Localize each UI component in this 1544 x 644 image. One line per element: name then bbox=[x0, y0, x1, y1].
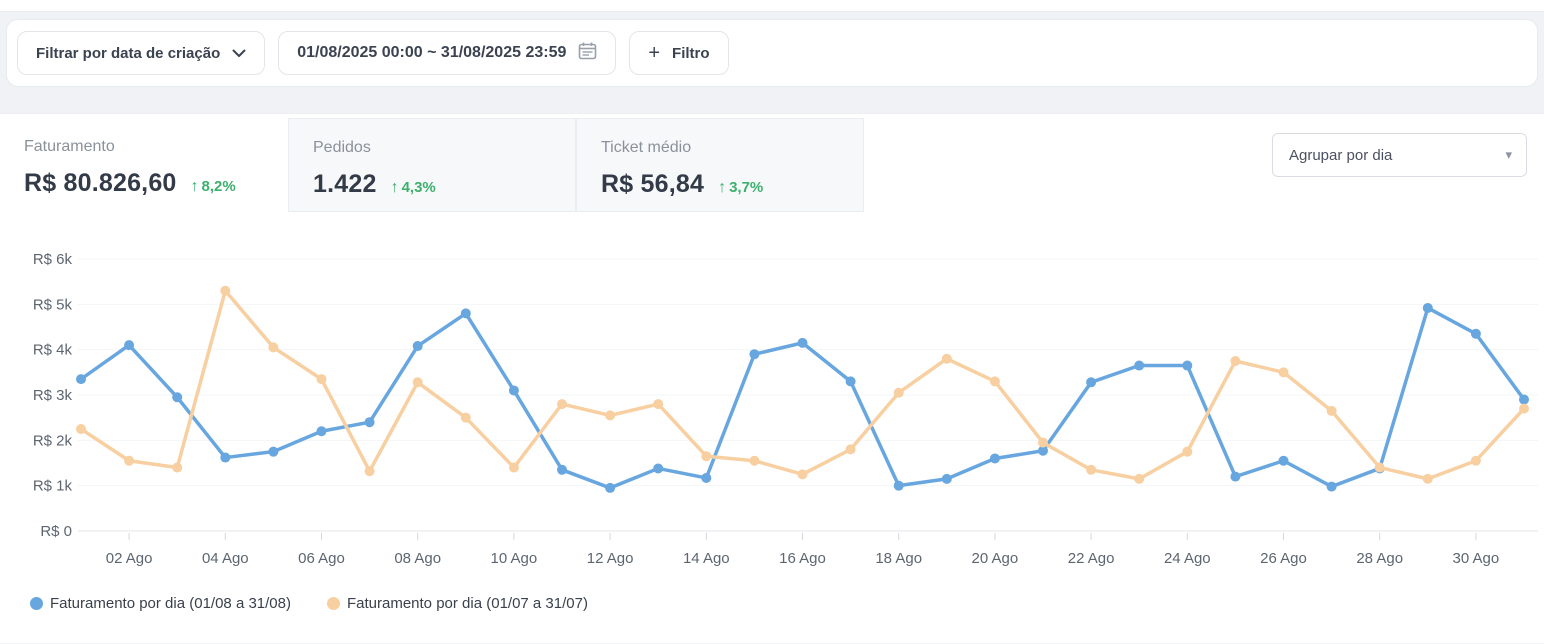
kpi-cards-row: Faturamento R$ 80.826,60 ↑ 8,2% Pedidos 1… bbox=[0, 114, 1544, 212]
svg-text:R$ 4k: R$ 4k bbox=[33, 342, 73, 359]
svg-text:30 Ago: 30 Ago bbox=[1453, 550, 1500, 567]
kpi-title: Ticket médio bbox=[601, 139, 692, 156]
legend-label: Faturamento por dia (01/08 a 31/08) bbox=[50, 595, 291, 612]
svg-text:14 Ago: 14 Ago bbox=[683, 550, 730, 567]
kpi-delta-value: 3,7% bbox=[729, 179, 764, 196]
svg-text:10 Ago: 10 Ago bbox=[491, 550, 538, 567]
caret-down-icon: ▾ bbox=[1505, 147, 1512, 162]
svg-text:R$ 6k: R$ 6k bbox=[33, 251, 73, 268]
kpi-delta-value: 4,3% bbox=[401, 179, 436, 196]
page-header-strip bbox=[0, 0, 1544, 12]
calendar-icon bbox=[578, 41, 597, 65]
svg-text:20 Ago: 20 Ago bbox=[972, 550, 1019, 567]
kpi-card-ticket-medio[interactable]: Ticket médio R$ 56,84 ↑ 3,7% bbox=[576, 118, 864, 212]
add-filter-label: Filtro bbox=[672, 44, 710, 62]
kpi-delta-badge: ↑ 4,3% bbox=[391, 179, 436, 197]
svg-text:06 Ago: 06 Ago bbox=[298, 550, 345, 567]
svg-text:R$ 2k: R$ 2k bbox=[33, 432, 73, 449]
date-range-value: 01/08/2025 00:00 ~ 31/08/2025 23:59 bbox=[297, 44, 567, 61]
svg-text:26 Ago: 26 Ago bbox=[1260, 550, 1307, 567]
chevron-down-icon bbox=[232, 45, 246, 62]
svg-text:18 Ago: 18 Ago bbox=[875, 550, 922, 567]
svg-text:08 Ago: 08 Ago bbox=[394, 550, 441, 567]
kpi-value: 1.422 bbox=[313, 170, 377, 198]
filter-toolbar: Filtrar por data de criação 01/08/2025 0… bbox=[6, 19, 1538, 87]
svg-text:R$ 5k: R$ 5k bbox=[33, 296, 73, 313]
revenue-line-chart: R$ 6k R$ 5k R$ 4k R$ 3k R$ 2k R$ 1k R$ 0 02 Ago… bbox=[0, 245, 1544, 575]
svg-text:22 Ago: 22 Ago bbox=[1068, 550, 1115, 567]
chart-legend: Faturamento por dia (01/08 a 31/08) Fatu… bbox=[30, 595, 588, 612]
svg-text:12 Ago: 12 Ago bbox=[587, 550, 634, 567]
filter-by-dropdown[interactable]: Filtrar por data de criação bbox=[17, 31, 266, 75]
kpi-title: Pedidos bbox=[313, 139, 371, 156]
trend-up-icon: ↑ bbox=[718, 179, 727, 196]
kpi-delta-badge: ↑ 3,7% bbox=[718, 179, 763, 197]
kpi-delta-value: 8,2% bbox=[201, 178, 236, 195]
filter-by-label: Filtrar por data de criação bbox=[36, 44, 221, 62]
svg-text:R$ 1k: R$ 1k bbox=[33, 478, 73, 495]
trend-up-icon: ↑ bbox=[390, 179, 399, 196]
group-by-select[interactable]: Agrupar por dia ▾ bbox=[1272, 133, 1527, 177]
legend-dot-orange-icon bbox=[326, 597, 340, 610]
svg-text:R$ 0: R$ 0 bbox=[40, 523, 72, 540]
group-by-value: Agrupar por dia bbox=[1289, 146, 1393, 164]
kpi-value: R$ 56,84 bbox=[601, 170, 705, 198]
kpi-delta-badge: ↑ 8,2% bbox=[191, 178, 236, 196]
svg-text:28 Ago: 28 Ago bbox=[1356, 550, 1403, 567]
legend-dot-blue-icon bbox=[30, 597, 43, 610]
plus-icon: + bbox=[648, 42, 661, 64]
kpi-card-pedidos[interactable]: Pedidos 1.422 ↑ 4,3% bbox=[288, 118, 576, 212]
dashboard-panel: Faturamento R$ 80.826,60 ↑ 8,2% Pedidos 1… bbox=[0, 113, 1544, 643]
legend-label: Faturamento por dia (01/07 a 31/07) bbox=[346, 595, 588, 612]
svg-text:04 Ago: 04 Ago bbox=[202, 550, 249, 567]
kpi-card-faturamento[interactable]: Faturamento R$ 80.826,60 ↑ 8,2% bbox=[0, 118, 288, 212]
date-range-input[interactable]: 01/08/2025 00:00 ~ 31/08/2025 23:59 bbox=[278, 31, 617, 75]
kpi-value: R$ 80.826,60 bbox=[24, 169, 177, 197]
svg-text:24 Ago: 24 Ago bbox=[1164, 550, 1211, 567]
legend-item-current-period[interactable]: Faturamento por dia (01/08 a 31/08) bbox=[30, 595, 291, 612]
svg-text:R$ 3k: R$ 3k bbox=[33, 387, 73, 404]
legend-item-previous-period[interactable]: Faturamento por dia (01/07 a 31/07) bbox=[326, 595, 588, 612]
chart-canvas: R$ 6k R$ 5k R$ 4k R$ 3k R$ 2k R$ 1k R$ 0 02 Ago… bbox=[33, 251, 1538, 567]
add-filter-button[interactable]: + Filtro bbox=[629, 31, 729, 75]
kpi-title: Faturamento bbox=[24, 138, 115, 155]
svg-text:02 Ago: 02 Ago bbox=[106, 550, 153, 567]
svg-text:16 Ago: 16 Ago bbox=[779, 550, 826, 567]
trend-up-icon: ↑ bbox=[190, 178, 199, 195]
